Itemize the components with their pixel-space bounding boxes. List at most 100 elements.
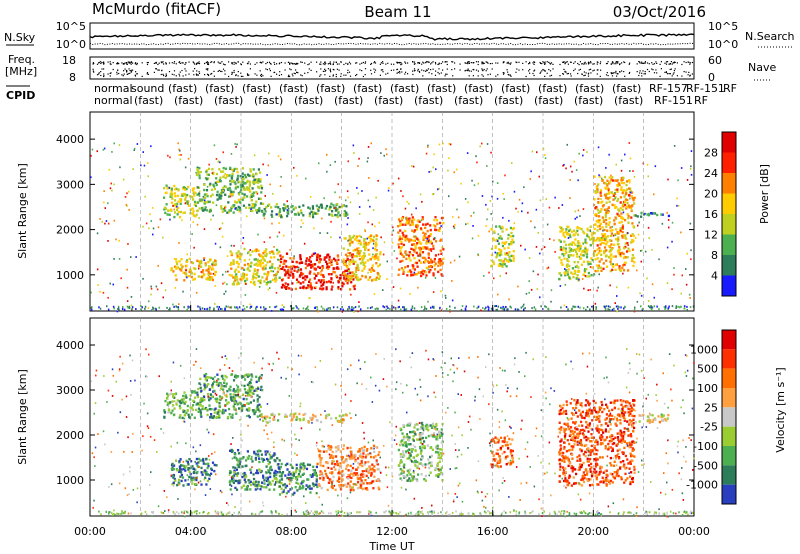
nave-point	[335, 73, 337, 76]
noise-cell	[333, 207, 336, 210]
ground-cell	[402, 306, 404, 309]
data-cell	[246, 173, 249, 176]
data-cell	[408, 251, 411, 254]
data-cell	[207, 260, 210, 264]
freq-point	[628, 63, 630, 65]
data-cell	[260, 184, 263, 187]
noise-cell	[102, 291, 105, 294]
freq-point	[451, 61, 453, 63]
data-cell	[245, 277, 248, 280]
data-cell	[248, 381, 252, 384]
data-cell	[509, 259, 513, 262]
nave-point	[329, 68, 331, 70]
data-cell	[197, 186, 201, 189]
freq-point	[578, 64, 580, 66]
data-cell	[260, 457, 264, 460]
nave-point	[434, 74, 437, 76]
data-cell	[618, 183, 621, 187]
data-cell	[237, 198, 240, 202]
freq-point	[574, 61, 576, 63]
freq-point	[397, 62, 399, 64]
data-cell	[192, 210, 195, 213]
data-cell	[600, 194, 603, 197]
data-cell	[339, 274, 342, 277]
data-cell	[241, 457, 244, 460]
freq-point	[636, 63, 638, 65]
data-cell	[620, 212, 623, 215]
data-cell	[407, 222, 410, 225]
freq-point	[112, 62, 114, 64]
data-cell	[219, 398, 222, 402]
nave-point	[617, 73, 619, 75]
noise-cell	[143, 164, 146, 167]
nave-point	[465, 69, 467, 71]
ground-cell	[216, 305, 218, 308]
freq-point	[129, 61, 131, 63]
data-cell	[423, 234, 426, 238]
data-cell	[257, 453, 260, 456]
noise-cell	[452, 216, 454, 218]
data-cell	[196, 168, 199, 171]
ground-cell	[199, 306, 201, 309]
ground-cell	[618, 306, 620, 309]
ground-cell	[574, 305, 577, 308]
freq-point	[507, 62, 509, 64]
data-cell	[193, 267, 196, 270]
data-cell	[605, 254, 608, 257]
freq-point	[681, 63, 683, 66]
data-cell	[188, 415, 191, 419]
noise-cell	[99, 290, 101, 293]
noise-cell	[466, 152, 469, 154]
data-cell	[591, 266, 594, 269]
data-cell	[595, 186, 598, 189]
data-cell	[278, 264, 281, 267]
noise-cell	[269, 183, 271, 186]
data-cell	[313, 277, 316, 280]
data-cell	[419, 252, 422, 255]
ground-cell	[502, 308, 504, 311]
noise-cell	[245, 283, 247, 285]
nave-point	[266, 69, 268, 71]
ground-cell	[577, 305, 579, 308]
freq-point	[559, 63, 561, 66]
data-cell	[614, 255, 617, 258]
data-cell	[567, 225, 570, 229]
freq-point	[491, 62, 493, 65]
noise-cell	[467, 201, 469, 204]
ground-cell	[332, 306, 335, 309]
nave-point	[103, 75, 105, 78]
nave-point	[610, 73, 613, 75]
noise-cell	[591, 305, 593, 308]
data-cell	[296, 489, 299, 492]
noise-cell	[107, 222, 110, 225]
data-cell	[299, 475, 302, 478]
noise-cell	[582, 208, 585, 210]
data-cell	[253, 409, 256, 412]
data-cell	[421, 251, 425, 254]
data-cell	[163, 208, 166, 211]
freq-point	[417, 62, 419, 64]
data-cell	[275, 278, 278, 281]
data-cell	[258, 395, 261, 399]
data-cell	[278, 481, 281, 484]
data-cell	[364, 241, 367, 244]
data-cell	[589, 244, 592, 247]
ground-cell	[424, 307, 426, 310]
noise-cell	[229, 195, 232, 198]
data-cell	[218, 405, 221, 409]
noise-cell	[408, 202, 410, 205]
data-cell	[624, 218, 627, 222]
data-cell	[242, 273, 245, 276]
ground-cell	[201, 307, 204, 310]
nave-point	[573, 69, 575, 72]
noise-cell	[135, 256, 137, 258]
data-cell	[499, 235, 502, 238]
freq-point	[549, 62, 551, 64]
data-cell	[237, 452, 241, 455]
data-cell	[630, 234, 633, 237]
noise-cell	[392, 286, 395, 288]
freq-label-line2: [MHz]	[5, 65, 37, 78]
data-cell	[271, 215, 274, 218]
data-cell	[251, 209, 254, 213]
data-cell	[405, 253, 408, 256]
